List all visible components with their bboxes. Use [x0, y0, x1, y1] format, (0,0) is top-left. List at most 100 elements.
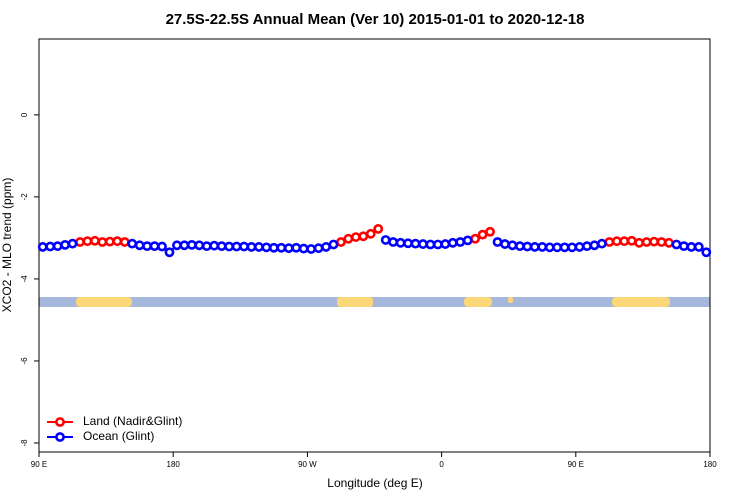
data-point: [388, 237, 399, 247]
data-point: [75, 237, 85, 247]
data-point: [649, 236, 659, 247]
legend-label: Ocean (Glint): [83, 429, 154, 443]
data-point: [358, 231, 369, 242]
data-point: [291, 242, 302, 253]
x-axis-label: Longitude (deg E): [327, 476, 422, 490]
data-point: [425, 239, 436, 250]
data-point: [432, 239, 443, 250]
data-point: [380, 235, 391, 245]
data-point: [514, 241, 525, 252]
data-point: [365, 228, 376, 239]
data-point: [119, 237, 130, 247]
data-point: [127, 238, 138, 249]
data-point: [529, 242, 540, 252]
y-tick-label: -2: [20, 193, 29, 201]
data-point: [246, 242, 257, 252]
data-point: [619, 236, 630, 247]
data-point: [67, 238, 78, 249]
data-point: [492, 237, 503, 247]
data-point: [97, 237, 108, 247]
data-point: [507, 240, 518, 251]
data-point: [179, 240, 190, 251]
data-point: [142, 241, 153, 252]
data-point: [276, 242, 287, 253]
data-point: [82, 236, 93, 247]
data-point: [328, 239, 339, 250]
data-point: [283, 243, 294, 254]
data-point: [559, 242, 570, 253]
data-point: [462, 235, 473, 246]
data-point: [336, 237, 346, 247]
data-point: [298, 243, 309, 254]
data-point: [209, 240, 220, 251]
data-point: [447, 237, 458, 248]
x-tick-label: 0: [439, 460, 444, 469]
data-point: [395, 237, 406, 248]
data-point: [112, 236, 123, 247]
data-point: [201, 241, 212, 252]
data-point: [664, 237, 674, 248]
data-point: [455, 237, 466, 247]
data-point: [641, 237, 652, 247]
legend-swatch: [55, 432, 65, 442]
data-point: [671, 239, 682, 250]
data-point: [596, 238, 607, 249]
data-point: [194, 240, 205, 251]
legend-label: Land (Nadir&Glint): [83, 414, 182, 428]
data-point: [134, 240, 145, 251]
data-point: [45, 241, 56, 252]
x-tick-label: 180: [167, 460, 181, 469]
data-point: [306, 244, 317, 254]
data-point: [604, 237, 615, 247]
data-point: [485, 226, 495, 237]
data-point: [254, 242, 264, 252]
data-point: [537, 242, 548, 252]
x-tick-label: 180: [703, 460, 717, 469]
data-point: [224, 241, 235, 252]
data-point: [626, 235, 637, 246]
data-point: [634, 237, 645, 248]
data-point: [373, 223, 384, 234]
x-tick-label: 90 E: [568, 460, 584, 469]
data-point: [239, 241, 249, 252]
data-point: [544, 242, 555, 253]
data-point: [90, 235, 100, 246]
data-point: [321, 242, 331, 252]
y-tick-label: -4: [20, 275, 29, 283]
data-point: [418, 239, 428, 249]
data-point: [216, 241, 227, 252]
data-point: [268, 242, 279, 253]
data-point: [231, 241, 242, 252]
land-ocean-strip: [39, 297, 710, 307]
y-axis-label: XCO2 - MLO trend (ppm): [0, 178, 14, 313]
data-point: [679, 241, 689, 252]
data-point: [350, 232, 361, 242]
y-tick-label: 0: [20, 112, 29, 117]
data-point: [440, 239, 451, 249]
data-point: [104, 236, 115, 247]
data-point: [157, 241, 167, 252]
data-point: [410, 238, 421, 249]
data-point: [261, 242, 272, 253]
data-point: [693, 242, 704, 252]
data-point: [500, 239, 510, 249]
legend-swatch: [55, 417, 65, 427]
data-point: [403, 238, 413, 249]
data-point: [37, 242, 48, 252]
data-point: [582, 241, 592, 252]
data-point: [149, 241, 160, 252]
chart-title: 27.5S-22.5S Annual Mean (Ver 10) 2015-01…: [166, 11, 585, 28]
data-point: [686, 242, 697, 252]
data-point: [522, 241, 533, 252]
data-point: [477, 229, 488, 240]
data-point: [701, 247, 712, 258]
data-point: [172, 240, 182, 251]
data-point: [552, 242, 563, 253]
y-tick-label: -6: [20, 357, 29, 365]
data-point: [470, 233, 481, 244]
data-point: [656, 237, 667, 247]
x-tick-label: 90 W: [298, 460, 317, 469]
data-point: [164, 247, 175, 258]
data-point: [574, 242, 585, 252]
